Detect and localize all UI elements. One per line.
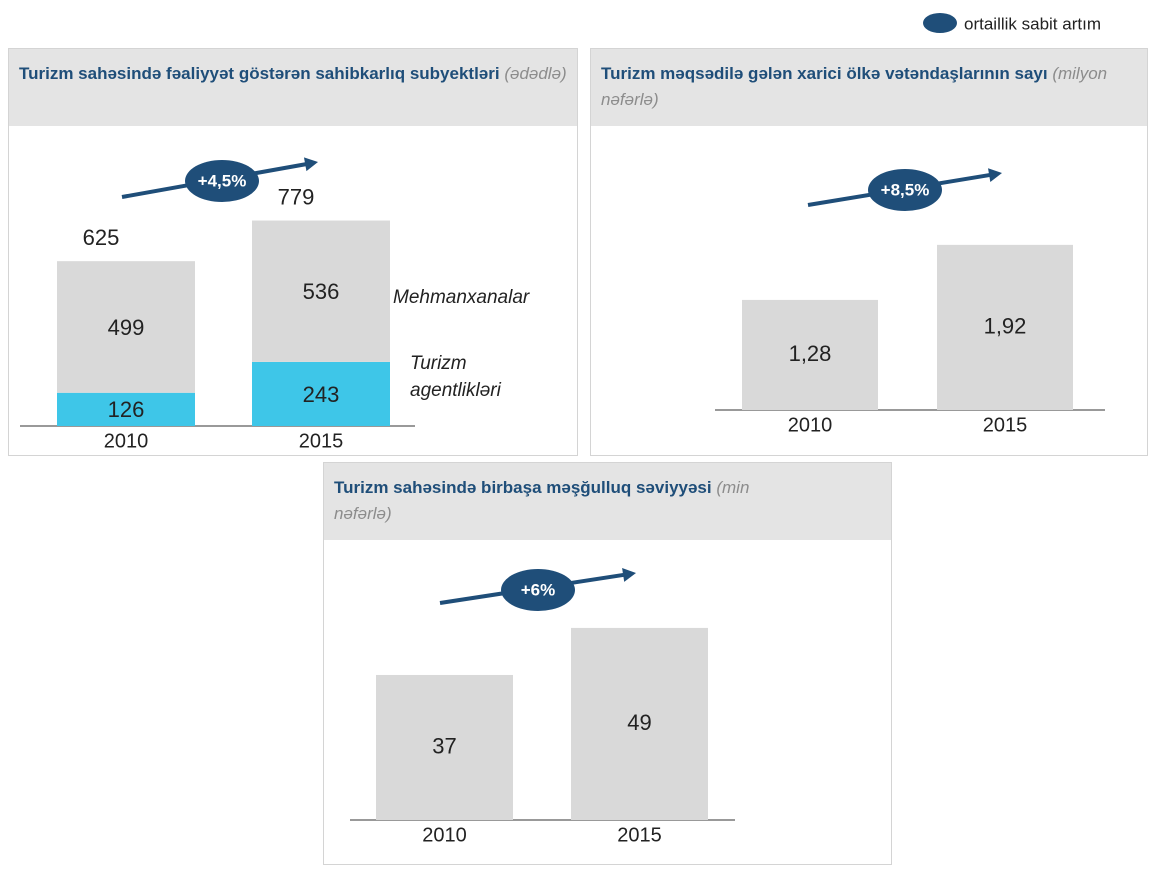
- legend-marker: [923, 13, 957, 33]
- legend-label: ortaillik sabit artım: [964, 14, 1101, 33]
- panel-header: Turizm sahəsində birbaşa məşğulluq səviy…: [324, 463, 891, 540]
- panel: Turizm sahəsində birbaşa məşğulluq səviy…: [323, 462, 892, 865]
- chart-title: Turizm məqsədilə gələn xarici ölkə vətən…: [601, 64, 1048, 83]
- chart-title: Turizm sahəsində fəaliyyət göstərən sahi…: [19, 64, 500, 83]
- chart-title: Turizm sahəsində birbaşa məşğulluq səviy…: [334, 478, 712, 497]
- series-label: Mehmanxanalar: [393, 287, 530, 308]
- chart-subtitle: (min nəfərlə): [334, 478, 750, 523]
- series-label: Turizm agentlikləri: [410, 353, 501, 401]
- panel-header: Turizm sahəsində fəaliyyət göstərən sahi…: [9, 49, 577, 126]
- chart-subtitle: (ədədlə): [504, 64, 567, 83]
- chart-subtitle: (milyon nəfərlə): [601, 64, 1108, 109]
- panel-header: Turizm məqsədilə gələn xarici ölkə vətən…: [591, 49, 1147, 126]
- panel: Turizm məqsədilə gələn xarici ölkə vətən…: [590, 48, 1148, 456]
